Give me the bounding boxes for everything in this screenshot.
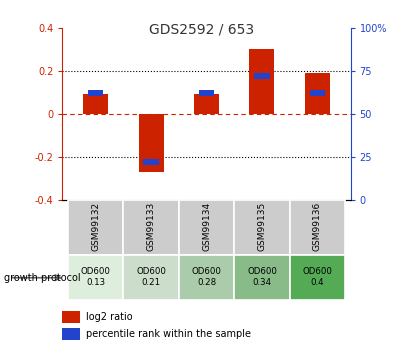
Text: log2 ratio: log2 ratio (85, 312, 132, 322)
Bar (123, 200, 179, 255)
Text: GSM99134: GSM99134 (202, 202, 211, 251)
Bar (194, 95, 219, 114)
Text: GSM99132: GSM99132 (91, 202, 100, 251)
Bar (290, 200, 345, 255)
Bar (234, 255, 290, 300)
Bar (234, 200, 290, 255)
Text: percentile rank within the sample: percentile rank within the sample (85, 329, 251, 339)
Text: GSM99135: GSM99135 (258, 202, 266, 251)
Bar (310, 90, 325, 96)
Bar (143, 159, 159, 165)
Text: growth protocol: growth protocol (4, 273, 81, 283)
Text: GSM99133: GSM99133 (147, 202, 156, 251)
Text: GSM99136: GSM99136 (313, 202, 322, 251)
Bar (305, 73, 330, 114)
Bar (199, 90, 214, 96)
Bar (68, 200, 123, 255)
Bar (62, 328, 80, 340)
Text: GDS2592 / 653: GDS2592 / 653 (149, 22, 254, 37)
Bar (290, 255, 345, 300)
Bar (179, 200, 234, 255)
Bar (249, 49, 274, 114)
Bar (88, 90, 104, 96)
Text: OD600
0.28: OD600 0.28 (191, 267, 222, 287)
Bar (254, 73, 270, 79)
Bar (68, 255, 123, 300)
Bar (179, 255, 234, 300)
Text: OD600
0.13: OD600 0.13 (81, 267, 111, 287)
Text: OD600
0.34: OD600 0.34 (247, 267, 277, 287)
Bar (139, 114, 164, 172)
Text: OD600
0.21: OD600 0.21 (136, 267, 166, 287)
Bar (62, 310, 80, 323)
Bar (83, 95, 108, 114)
Bar (123, 255, 179, 300)
Text: OD600
0.4: OD600 0.4 (302, 267, 332, 287)
